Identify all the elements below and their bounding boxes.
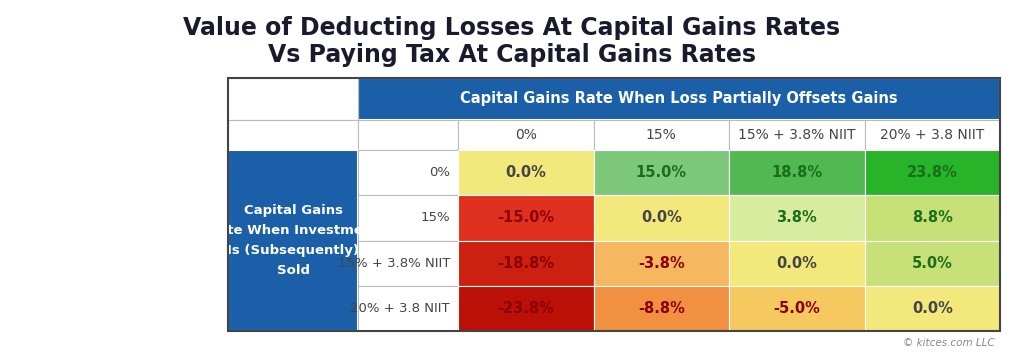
- Bar: [358, 240, 458, 286]
- Bar: [458, 286, 594, 331]
- Text: 15%: 15%: [421, 211, 450, 225]
- Text: -8.8%: -8.8%: [638, 301, 685, 316]
- Text: 0.0%: 0.0%: [505, 165, 546, 180]
- Bar: [864, 286, 1000, 331]
- Text: 18.8%: 18.8%: [771, 165, 822, 180]
- Text: 15% + 3.8% NIIT: 15% + 3.8% NIIT: [738, 128, 855, 142]
- Bar: [228, 78, 1000, 331]
- Bar: [228, 150, 358, 331]
- Bar: [864, 150, 1000, 195]
- Bar: [729, 195, 864, 240]
- Bar: [864, 120, 1000, 150]
- Bar: [729, 150, 864, 195]
- Text: 0.0%: 0.0%: [641, 210, 682, 225]
- Bar: [358, 286, 458, 331]
- Bar: [458, 195, 594, 240]
- Text: 20% + 3.8 NIIT: 20% + 3.8 NIIT: [350, 302, 450, 315]
- Text: 0.0%: 0.0%: [911, 301, 952, 316]
- Text: -5.0%: -5.0%: [773, 301, 820, 316]
- Bar: [594, 120, 729, 150]
- Text: 5.0%: 5.0%: [911, 256, 952, 271]
- Text: 15%: 15%: [646, 128, 677, 142]
- Text: 8.8%: 8.8%: [911, 210, 952, 225]
- Text: 15% + 3.8% NIIT: 15% + 3.8% NIIT: [338, 257, 450, 270]
- Text: Value of Deducting Losses At Capital Gains Rates: Value of Deducting Losses At Capital Gai…: [183, 16, 841, 40]
- Bar: [458, 150, 594, 195]
- Text: 3.8%: 3.8%: [776, 210, 817, 225]
- Text: -23.8%: -23.8%: [498, 301, 554, 316]
- Bar: [864, 195, 1000, 240]
- Bar: [228, 120, 358, 150]
- Text: Capital Gains
Rate When Investment
Is (Subsequently)
Sold: Capital Gains Rate When Investment Is (S…: [208, 204, 378, 277]
- Bar: [594, 195, 729, 240]
- Text: 23.8%: 23.8%: [907, 165, 957, 180]
- Text: 0%: 0%: [515, 128, 537, 142]
- Text: 20% + 3.8 NIIT: 20% + 3.8 NIIT: [880, 128, 984, 142]
- Bar: [729, 286, 864, 331]
- Text: Vs Paying Tax At Capital Gains Rates: Vs Paying Tax At Capital Gains Rates: [268, 43, 756, 67]
- Bar: [458, 120, 594, 150]
- Bar: [729, 120, 864, 150]
- Bar: [594, 240, 729, 286]
- Text: 15.0%: 15.0%: [636, 165, 687, 180]
- Bar: [358, 78, 1000, 120]
- Text: 0%: 0%: [429, 166, 450, 179]
- Bar: [594, 286, 729, 331]
- Bar: [729, 240, 864, 286]
- Text: -15.0%: -15.0%: [498, 210, 554, 225]
- Bar: [864, 240, 1000, 286]
- Text: -3.8%: -3.8%: [638, 256, 685, 271]
- Bar: [594, 150, 729, 195]
- Text: 0.0%: 0.0%: [776, 256, 817, 271]
- Text: -18.8%: -18.8%: [498, 256, 554, 271]
- Bar: [358, 195, 458, 240]
- Text: Capital Gains Rate When Loss Partially Offsets Gains: Capital Gains Rate When Loss Partially O…: [460, 91, 898, 107]
- Text: © kitces.com LLC: © kitces.com LLC: [903, 338, 995, 348]
- Bar: [228, 78, 358, 120]
- Bar: [358, 120, 458, 150]
- Bar: [458, 240, 594, 286]
- Bar: [358, 150, 458, 195]
